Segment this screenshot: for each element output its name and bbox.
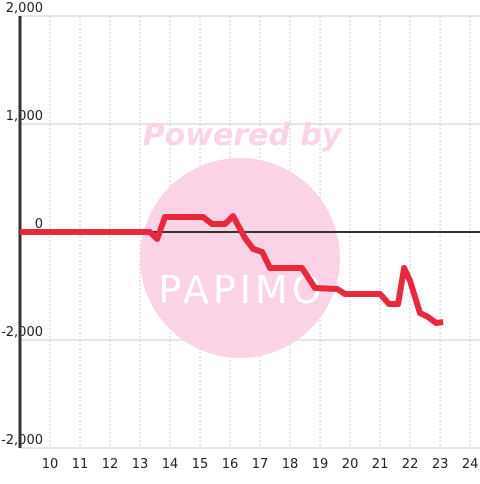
x-tick-label: 20	[342, 457, 359, 472]
y-tick-label: 1,000	[6, 109, 43, 124]
y-tick-label: 0	[35, 217, 43, 232]
x-tick-label: 18	[282, 457, 299, 472]
line	[20, 213, 444, 327]
x-tick-label: 16	[222, 457, 239, 472]
x-tick-label: 19	[312, 457, 329, 472]
watermark-text: PAPIMO	[158, 268, 325, 312]
x-tick-label: 14	[162, 457, 179, 472]
x-tick-label: 22	[402, 457, 419, 472]
x-tick-label: 13	[132, 457, 149, 472]
x-tick-label: 11	[72, 457, 89, 472]
x-tick-label: 12	[102, 457, 119, 472]
watermark-circle	[140, 158, 340, 358]
y-tick-label: -2,000	[1, 433, 43, 448]
x-tick-label: 24	[462, 457, 479, 472]
x-tick-label: 23	[432, 457, 449, 472]
x-tick-label: 17	[252, 457, 269, 472]
x-tick-label: 10	[42, 457, 59, 472]
watermark-text: Powered by	[143, 118, 343, 153]
y-tick-label: -2,000	[1, 325, 43, 340]
x-tick-label: 21	[372, 457, 389, 472]
y-tick-label: 2,000	[6, 1, 43, 16]
x-tick-label: 15	[192, 457, 209, 472]
